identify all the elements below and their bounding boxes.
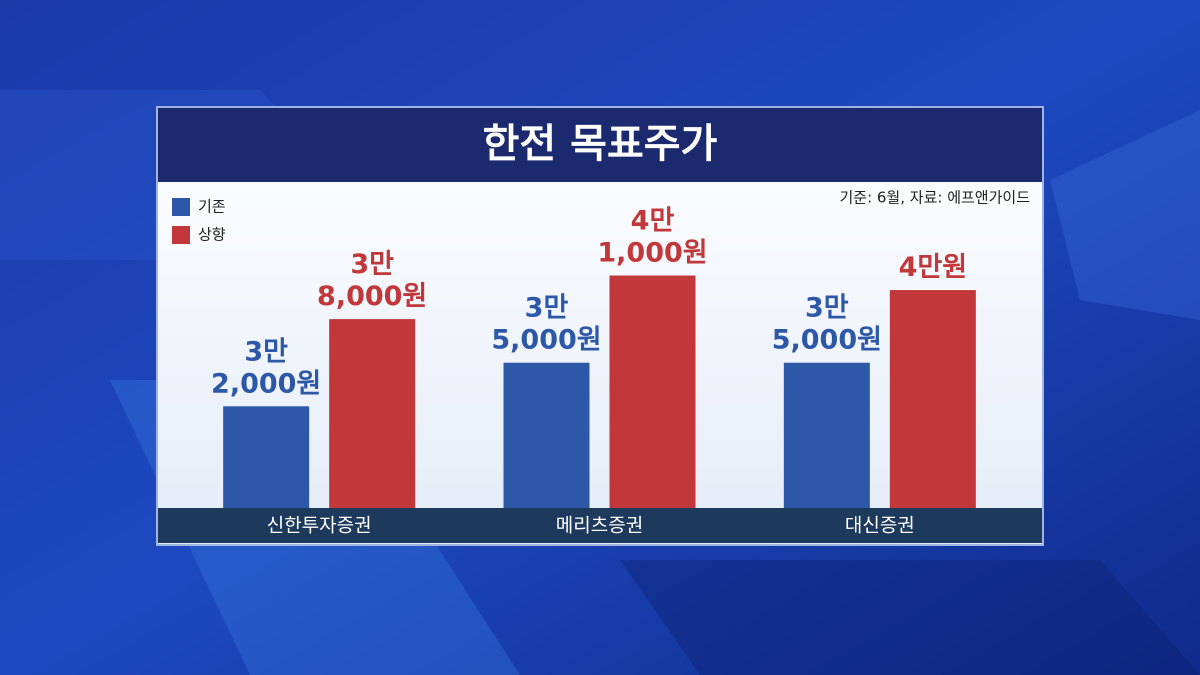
legend-swatch xyxy=(172,226,190,244)
value-label: 4만원 xyxy=(899,252,967,283)
legend-swatch xyxy=(172,198,190,216)
value-label: 3만 5,000원 xyxy=(772,292,882,355)
bar xyxy=(609,275,696,508)
source-note: 기준: 6월, 자료: 에프앤가이드 xyxy=(839,189,1030,207)
bar xyxy=(783,362,870,508)
x-tick-label: 대신증권 xyxy=(845,515,915,537)
decor xyxy=(620,560,1200,675)
value-label: 3만 2,000원 xyxy=(211,336,321,399)
bar xyxy=(223,406,310,508)
title-bar xyxy=(158,108,1042,182)
legend-label: 기존 xyxy=(198,198,226,216)
bar xyxy=(503,362,590,508)
x-tick-label: 신한투자증권 xyxy=(267,515,372,537)
value-label: 4만 1,000원 xyxy=(597,205,707,268)
decor xyxy=(1050,110,1200,320)
value-label: 3만 5,000원 xyxy=(491,292,601,355)
bar xyxy=(889,290,976,508)
legend-label: 상향 xyxy=(198,226,226,244)
x-tick-label: 메리츠증권 xyxy=(556,515,643,537)
value-label: 3만 8,000원 xyxy=(317,249,427,312)
bar xyxy=(329,319,416,508)
chart-title: 한전 목표주가 xyxy=(483,121,718,167)
category-strip xyxy=(158,508,1042,543)
